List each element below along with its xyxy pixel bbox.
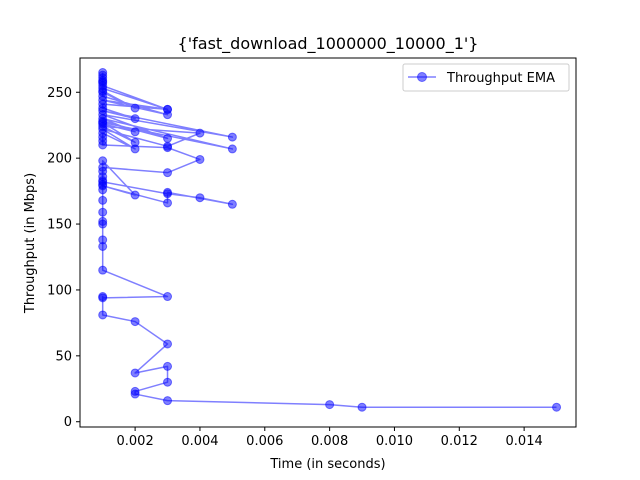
data-point [325, 400, 335, 410]
x-tick-label: 0.012 [441, 434, 478, 449]
x-tick-label: 0.014 [506, 434, 543, 449]
legend-series-label: Throughput EMA [446, 71, 555, 86]
data-point [98, 216, 108, 226]
data-point [130, 127, 140, 137]
x-tick-label: 0.002 [117, 434, 154, 449]
data-point [130, 190, 140, 200]
x-axis-label: Time (in seconds) [269, 457, 385, 472]
y-tick-label: 250 [47, 86, 72, 101]
data-point [98, 207, 108, 217]
data-point [163, 396, 173, 406]
data-point [227, 199, 237, 209]
x-tick-label: 0.010 [376, 434, 413, 449]
data-point [163, 339, 173, 349]
y-tick-label: 150 [47, 218, 72, 233]
data-point [130, 368, 140, 378]
data-point [357, 402, 367, 412]
data-point [163, 141, 173, 151]
data-point [130, 317, 140, 327]
data-point [163, 133, 173, 143]
data-point [552, 402, 562, 412]
data-point [98, 310, 108, 320]
data-point [227, 144, 237, 154]
data-point [163, 377, 173, 387]
data-point [98, 162, 108, 172]
data-point [163, 104, 173, 114]
data-point [163, 189, 173, 199]
y-tick-label: 50 [55, 349, 72, 364]
x-tick-label: 0.006 [246, 434, 283, 449]
data-point [98, 68, 108, 77]
data-point [130, 137, 140, 147]
data-point [195, 193, 205, 203]
y-tick-label: 100 [47, 283, 72, 298]
chart-title: {'fast_download_1000000_10000_1'} [178, 34, 479, 54]
data-point [163, 168, 173, 178]
data-point [98, 195, 108, 205]
data-point [163, 361, 173, 371]
data-point [130, 386, 140, 396]
x-tick-label: 0.004 [181, 434, 218, 449]
data-point [98, 177, 108, 187]
data-point [195, 154, 205, 164]
y-axis-label: Throughput (in Mbps) [23, 173, 38, 314]
data-point [195, 128, 205, 138]
data-point [98, 293, 108, 303]
data-point [163, 292, 173, 302]
data-point [98, 265, 108, 275]
data-point [130, 114, 140, 124]
plot-area: 0.002 0.004 0.006 0.008 0.010 0.012 0.014 0 50 10… [47, 57, 577, 449]
plot-frame [79, 57, 577, 428]
y-tick-label: 0 [64, 415, 72, 430]
data-point [130, 103, 140, 113]
legend-series-marker [417, 72, 427, 82]
x-tick-label: 0.008 [311, 434, 348, 449]
y-tick-label: 200 [47, 152, 72, 167]
data-point [227, 132, 237, 142]
legend-box [402, 63, 570, 92]
data-point [98, 235, 108, 245]
data-point [163, 198, 173, 208]
legend: Throughput EMA [402, 63, 570, 92]
